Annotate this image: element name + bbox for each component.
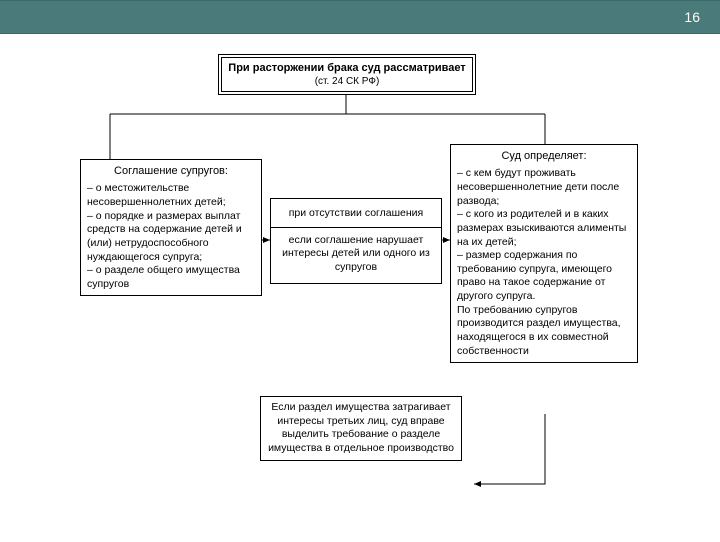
slide-number: 16 xyxy=(684,9,700,25)
top-box: При расторжении брака суд рассматривает … xyxy=(218,54,476,95)
slide-header: 16 xyxy=(0,0,720,34)
left-box: Соглашение супругов: – о местожительстве… xyxy=(80,159,262,296)
middle-box: при отсутствии соглашения если соглашени… xyxy=(270,198,442,284)
top-box-subtitle: (ст. 24 СК РФ) xyxy=(226,75,468,88)
right-box-title: Суд определяет: xyxy=(457,149,631,163)
right-box: Суд определяет: – с кем будут проживать … xyxy=(450,144,638,363)
middle-line2: если соглашение нарушает интересы детей … xyxy=(277,228,435,279)
diagram-canvas: При расторжении брака суд рассматривает … xyxy=(0,34,720,542)
top-box-title: При расторжении брака суд рассматривает xyxy=(226,61,468,75)
left-box-body: – о местожительстве несовершеннолетних д… xyxy=(87,182,255,291)
bottom-box: Если раздел имущества затрагивает интере… xyxy=(260,396,462,461)
bottom-box-body: Если раздел имущества затрагивает интере… xyxy=(267,401,455,456)
right-box-body: – с кем будут проживать несовершеннолетн… xyxy=(457,167,631,358)
middle-line1: при отсутствии соглашения xyxy=(277,203,435,227)
left-box-title: Соглашение супругов: xyxy=(87,164,255,178)
